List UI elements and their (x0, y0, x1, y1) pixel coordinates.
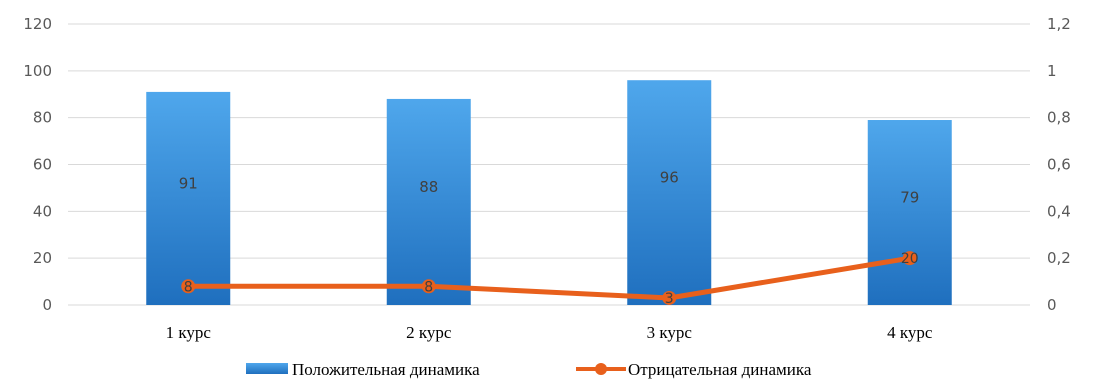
line-data-label: 8 (184, 279, 193, 295)
legend: Положительная динамика Отрицательная дина… (246, 360, 812, 379)
category-label: 4 курс (887, 323, 933, 342)
bar-data-label: 88 (419, 178, 438, 196)
bar (386, 98, 471, 305)
left-axis: 0 20 40 60 80 100 120 (23, 15, 52, 314)
left-tick-label: 120 (23, 15, 52, 33)
left-tick-label: 40 (33, 202, 52, 220)
right-tick-label: 0,8 (1047, 109, 1071, 127)
bar (146, 91, 231, 306)
bar-data-label: 96 (660, 169, 679, 187)
line-data-label: 20 (901, 251, 919, 267)
line-data-label: 8 (424, 279, 433, 295)
legend-label: Отрицательная динамика (628, 360, 812, 379)
bar-data-label: 79 (900, 189, 919, 207)
legend-bar-swatch (246, 363, 288, 374)
bar (627, 80, 712, 305)
line-series: 8 8 3 20 (181, 251, 919, 307)
right-tick-label: 1,2 (1047, 15, 1071, 33)
line-point (421, 279, 436, 294)
left-tick-label: 100 (23, 62, 52, 80)
right-tick-label: 0 (1047, 296, 1057, 314)
line-point (902, 251, 917, 266)
left-tick-label: 20 (33, 249, 52, 267)
left-tick-label: 0 (42, 296, 52, 314)
x-axis-categories: 1 курс 2 курс 3 курс 4 курс (166, 323, 933, 342)
line-point (181, 279, 196, 294)
right-tick-label: 1 (1047, 62, 1057, 80)
left-tick-label: 60 (33, 156, 52, 174)
category-label: 2 курс (406, 323, 452, 342)
legend-label: Положительная динамика (292, 360, 480, 379)
right-axis: 0 0,2 0,4 0,6 0,8 1 1,2 (1047, 15, 1071, 314)
right-tick-label: 0,2 (1047, 249, 1071, 267)
category-label: 3 курс (647, 323, 693, 342)
line-path (185, 255, 913, 301)
bar-data-label: 91 (179, 174, 198, 192)
left-tick-label: 80 (33, 109, 52, 127)
category-label: 1 курс (166, 323, 212, 342)
legend-line-marker (595, 363, 607, 375)
right-tick-label: 0,6 (1047, 156, 1071, 174)
line-data-label: 3 (665, 291, 674, 307)
bar (867, 120, 952, 305)
line-point (662, 290, 677, 305)
right-tick-label: 0,4 (1047, 202, 1071, 220)
